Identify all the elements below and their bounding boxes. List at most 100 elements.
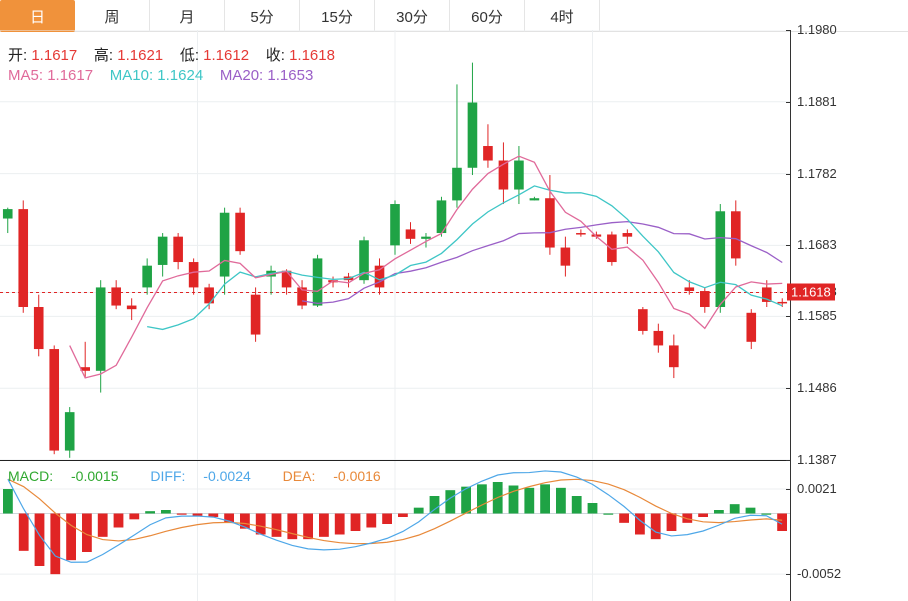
candle-body[interactable] [189, 262, 199, 287]
candle-body[interactable] [561, 248, 571, 266]
axis-tick-mark [786, 316, 791, 317]
candle-body[interactable] [746, 313, 756, 342]
candle-body[interactable] [282, 271, 292, 288]
macd-legend: MACD: -0.0015 DIFF: -0.0024 DEA: -0.0016 [8, 468, 409, 484]
candle-body[interactable] [127, 306, 137, 310]
candle-body[interactable] [638, 309, 648, 331]
macd-tick-label: 0.0021 [797, 481, 837, 496]
candle-body[interactable] [251, 295, 261, 335]
macd-bar[interactable] [445, 490, 455, 513]
macd-bar[interactable] [430, 496, 440, 514]
candle-body[interactable] [452, 168, 462, 201]
candle-body[interactable] [545, 198, 555, 247]
macd-axis[interactable]: 0.0021 -0.0052 [790, 461, 908, 601]
macd-bar[interactable] [540, 484, 550, 513]
high-value: 1.1621 [117, 47, 163, 64]
candle-body[interactable] [111, 287, 121, 305]
candle-body[interactable] [406, 229, 416, 238]
tab-60min[interactable]: 60分 [450, 0, 525, 32]
macd-bar[interactable] [19, 514, 29, 551]
macd-bar[interactable] [177, 514, 187, 515]
macd-bar[interactable] [730, 504, 740, 513]
macd-bar[interactable] [603, 514, 613, 515]
candle-body[interactable] [576, 233, 586, 235]
macd-bar[interactable] [66, 514, 76, 561]
candle-body[interactable] [34, 307, 44, 349]
macd-bar[interactable] [382, 514, 392, 525]
tab-week[interactable]: 周 [75, 0, 150, 32]
candle-body[interactable] [390, 204, 400, 245]
macd-bar[interactable] [319, 514, 329, 537]
candle-body[interactable] [18, 209, 28, 307]
macd-bar[interactable] [3, 489, 13, 514]
candle-body[interactable] [49, 349, 59, 451]
ma10-label: MA10: 1.1624 [110, 67, 208, 84]
axis-tick-mark [786, 30, 791, 31]
timeframe-tabbar: 日 周 月 5分 15分 30分 60分 4时 [0, 0, 908, 32]
macd-bar[interactable] [698, 514, 708, 518]
forex-chart-app: 日 周 月 5分 15分 30分 60分 4时 开: 1.1617 高: 1.1… [0, 0, 908, 601]
macd-bar[interactable] [556, 488, 566, 514]
candle-body[interactable] [96, 287, 106, 370]
macd-bar[interactable] [335, 514, 345, 535]
candle-body[interactable] [421, 237, 431, 239]
tab-15min[interactable]: 15分 [300, 0, 375, 32]
macd-bar[interactable] [398, 514, 408, 518]
candle-body[interactable] [313, 258, 323, 305]
candle-body[interactable] [685, 287, 695, 291]
macd-bar[interactable] [287, 514, 297, 540]
macd-value-label: MACD: -0.0015 [8, 468, 136, 484]
candle-body[interactable] [158, 237, 168, 265]
macd-bar[interactable] [303, 514, 313, 540]
macd-bar[interactable] [572, 496, 582, 514]
macd-bar[interactable] [161, 510, 171, 514]
macd-bar[interactable] [761, 514, 771, 515]
macd-bar[interactable] [256, 514, 266, 535]
tab-day[interactable]: 日 [0, 0, 75, 32]
candle-body[interactable] [731, 211, 741, 258]
tab-4hour[interactable]: 4时 [525, 0, 600, 32]
macd-bar[interactable] [351, 514, 361, 532]
macd-bar[interactable] [477, 484, 487, 513]
price-tick-label: 1.1585 [797, 308, 837, 323]
candle-body[interactable] [669, 345, 679, 367]
tab-month[interactable]: 月 [150, 0, 225, 32]
macd-bar[interactable] [619, 514, 629, 523]
candle-body[interactable] [654, 331, 664, 346]
macd-bar[interactable] [98, 514, 108, 537]
candle-body[interactable] [483, 146, 493, 161]
candle-body[interactable] [142, 266, 152, 288]
candle-body[interactable] [220, 213, 230, 277]
candlestick-plot[interactable] [0, 30, 790, 460]
candle-body[interactable] [777, 302, 787, 304]
macd-bar[interactable] [145, 511, 155, 513]
macd-bar[interactable] [366, 514, 376, 528]
candle-body[interactable] [235, 213, 245, 251]
tab-30min[interactable]: 30分 [375, 0, 450, 32]
macd-bar[interactable] [651, 514, 661, 540]
macd-bar[interactable] [114, 514, 124, 528]
candle-body[interactable] [514, 161, 524, 190]
candle-body[interactable] [65, 412, 75, 450]
tab-5min[interactable]: 5分 [225, 0, 300, 32]
candle-body[interactable] [468, 103, 478, 168]
candle-body[interactable] [375, 266, 385, 288]
candle-body[interactable] [173, 237, 183, 262]
candle-body[interactable] [715, 211, 725, 307]
candle-body[interactable] [530, 198, 540, 200]
price-tick-label: 1.1881 [797, 94, 837, 109]
candle-body[interactable] [700, 291, 710, 307]
macd-bar[interactable] [746, 508, 756, 514]
macd-bar[interactable] [414, 508, 424, 514]
macd-bar[interactable] [129, 514, 139, 520]
macd-bar[interactable] [272, 514, 282, 537]
candle-body[interactable] [204, 287, 214, 303]
macd-bar[interactable] [50, 514, 60, 575]
candle-body[interactable] [3, 209, 13, 218]
macd-bar[interactable] [714, 510, 724, 514]
macd-bar[interactable] [524, 488, 534, 514]
macd-bar[interactable] [588, 503, 598, 514]
macd-bar[interactable] [667, 514, 677, 532]
price-axis[interactable]: 1.1980 1.1881 1.1782 1.1683 1.1618 1.1585 1.14… [790, 30, 908, 460]
candle-body[interactable] [623, 233, 633, 237]
